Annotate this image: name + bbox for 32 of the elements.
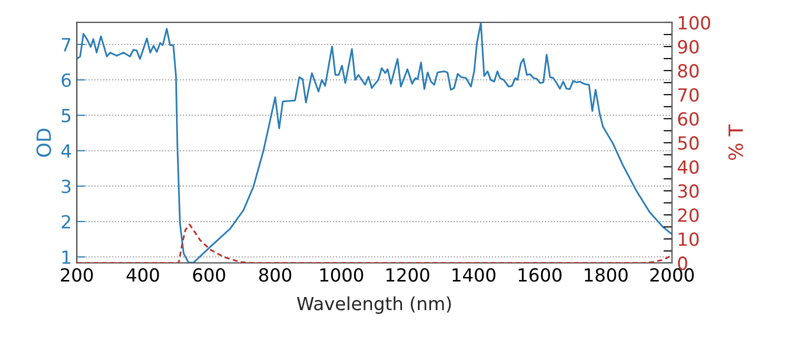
y-tick-label: 4 bbox=[61, 144, 71, 158]
y2-tick-label: 90 bbox=[678, 40, 699, 54]
y2-tick-label: 10 bbox=[678, 232, 699, 246]
x-tick-label: 1800 bbox=[584, 268, 628, 282]
x-tick-label: 200 bbox=[60, 268, 93, 282]
x-tick-label: 800 bbox=[259, 268, 292, 282]
y2-tick-label: 100 bbox=[678, 16, 710, 30]
y2-tick-label: 40 bbox=[678, 160, 699, 174]
x-tick-label: 1600 bbox=[518, 268, 562, 282]
y-tick-label: 6 bbox=[62, 73, 71, 87]
x-tick-label: 400 bbox=[126, 268, 159, 282]
y2-tick-label: 70 bbox=[678, 88, 699, 102]
y2-tick-label: 60 bbox=[678, 112, 699, 126]
x-tick-label: 1400 bbox=[452, 268, 496, 282]
y-tick-label: 3 bbox=[62, 180, 70, 194]
x-tick-label: 600 bbox=[193, 268, 226, 282]
y-tick-label: 1 bbox=[62, 250, 70, 264]
y2-axis-title: % T bbox=[728, 124, 744, 160]
y-tick-label: 5 bbox=[62, 108, 70, 122]
y-tick-label: 7 bbox=[62, 38, 70, 52]
y2-tick-label: 80 bbox=[678, 64, 699, 78]
y2-tick-label: 50 bbox=[678, 136, 699, 150]
y2-tick-label: 0 bbox=[678, 256, 688, 270]
y-axis-title: OD bbox=[36, 128, 52, 157]
x-tick-label: 1000 bbox=[320, 268, 364, 282]
y2-tick-label: 30 bbox=[678, 184, 699, 198]
x-tick-label: 1200 bbox=[386, 268, 430, 282]
x-axis-title: Wavelength (nm) bbox=[297, 296, 451, 314]
x-tick-label: 2000 bbox=[650, 268, 694, 282]
line-series bbox=[76, 22, 672, 263]
y2-tick-label: 20 bbox=[678, 208, 699, 222]
y-tick-label: 2 bbox=[62, 214, 70, 228]
